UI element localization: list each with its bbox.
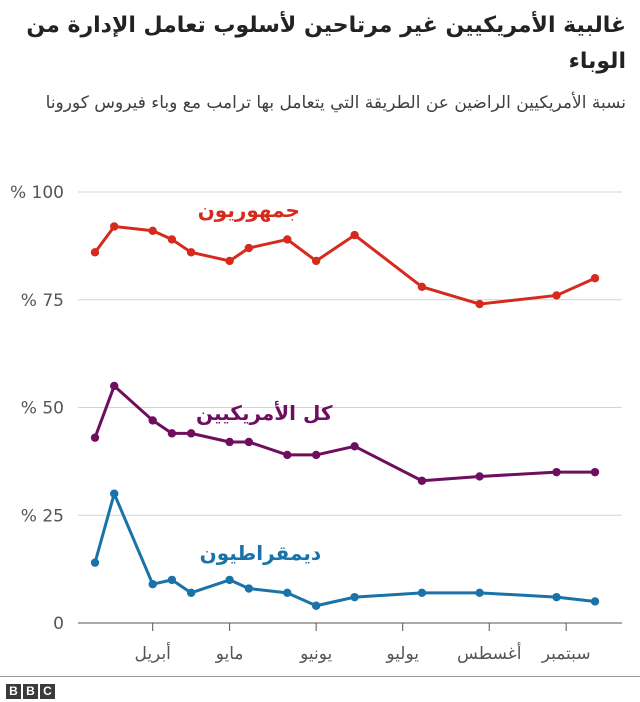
data-point [110, 381, 119, 391]
data-point [552, 592, 561, 602]
data-point [110, 489, 119, 498]
data-point [552, 467, 561, 477]
x-tick-label: مايو [215, 644, 244, 664]
gridlines [78, 191, 622, 624]
data-point [590, 597, 600, 606]
x-tick-label: أغسطس [457, 642, 521, 664]
bbc-logo: B B C [6, 684, 55, 699]
data-point [311, 256, 321, 266]
y-tick-label: % 25 [21, 506, 64, 526]
data-point [552, 291, 561, 300]
data-point [350, 230, 359, 240]
y-tick-label: % 100 [10, 183, 64, 203]
data-point [90, 433, 100, 442]
data-point [475, 299, 484, 309]
bbc-logo-letter: B [23, 684, 38, 699]
data-point [244, 584, 254, 593]
y-axis-tick-labels: 0 % 25 % 50 % 75 % 100 [10, 183, 64, 634]
data-point [225, 575, 234, 585]
series-lines [90, 222, 600, 610]
data-point [475, 588, 484, 598]
series-label: جمهوريون [198, 198, 300, 222]
x-tick-label: سبتمبر [541, 644, 591, 664]
footer-divider [0, 676, 640, 677]
data-point [475, 472, 484, 481]
data-point [186, 248, 196, 257]
data-point [244, 243, 254, 253]
data-point [110, 222, 119, 231]
chart-title: غالبية الأمريكيين غير مرتاحين لأسلوب تعا… [26, 13, 626, 74]
data-point [311, 601, 321, 610]
y-tick-label: 0 [53, 614, 64, 634]
data-point [283, 450, 292, 460]
data-point [225, 437, 234, 447]
data-point [283, 588, 292, 598]
data-point [167, 235, 177, 244]
x-tick-label: يوليو [385, 644, 419, 664]
series-label: كل الأمريكيين [196, 400, 333, 425]
data-point [186, 429, 196, 438]
bbc-logo-letter: C [40, 684, 55, 699]
data-point [590, 274, 600, 283]
line-chart: 0 % 25 % 50 % 75 % 100 أبريل مايو يونيو يوليو أغ… [10, 183, 622, 664]
series-line [93, 492, 597, 608]
data-point [350, 442, 359, 451]
data-point [148, 580, 157, 589]
data-point [148, 226, 157, 235]
data-point [167, 575, 177, 585]
y-tick-label: % 50 [21, 399, 64, 419]
series-labels: جمهوريون كل الأمريكيين ديمقراطيون [196, 198, 333, 565]
x-axis-ticks: أبريل مايو يونيو يوليو أغسطس سبتمبر [134, 623, 591, 664]
series-label: ديمقراطيون [200, 541, 321, 565]
data-point [417, 476, 427, 485]
y-tick-label: % 75 [21, 291, 64, 311]
data-point [417, 282, 427, 292]
data-point [244, 437, 254, 447]
data-point [90, 558, 100, 567]
data-point [225, 256, 234, 266]
data-point [167, 429, 177, 438]
data-point [590, 467, 600, 477]
chart-subtitle: نسبة الأمريكيين الراضين عن الطريقة التي … [45, 93, 626, 113]
data-point [283, 235, 292, 244]
data-point [90, 248, 100, 257]
data-point [311, 450, 321, 460]
data-point [417, 588, 427, 598]
data-point [148, 416, 157, 425]
x-tick-label: أبريل [134, 642, 170, 664]
data-point [186, 588, 196, 598]
bbc-logo-letter: B [6, 684, 21, 699]
data-point [350, 592, 359, 602]
x-tick-label: يونيو [299, 644, 332, 664]
